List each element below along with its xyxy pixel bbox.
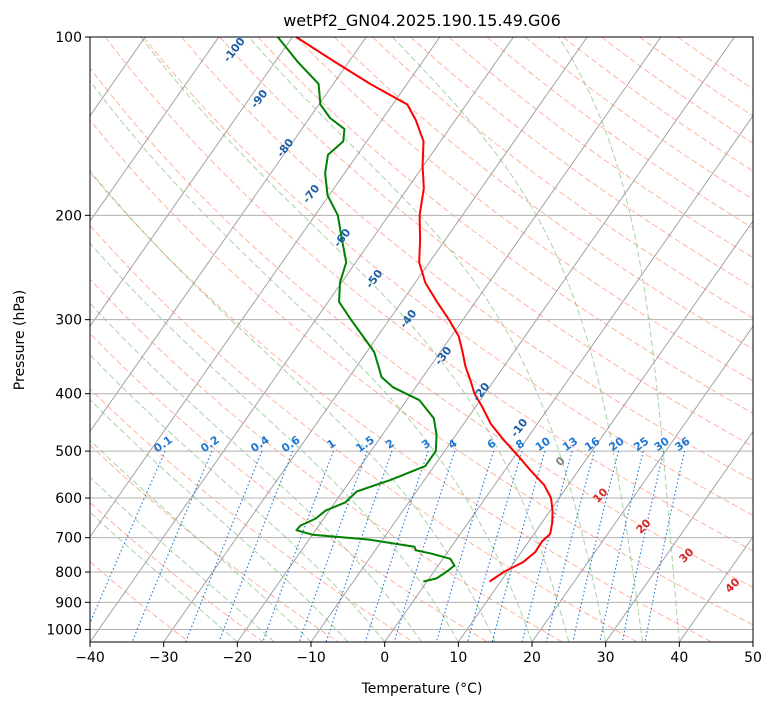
dry-adiabat-line: [90, 388, 414, 642]
pressure-gridlines: [90, 37, 753, 630]
chart-title: wetPf2_GN04.2025.190.15.49.G06: [283, 11, 561, 31]
isotherm-line: [531, 325, 753, 642]
x-tick-label: 40: [670, 650, 688, 666]
x-tick-label: 10: [449, 650, 467, 666]
mixing-ratio-line: [364, 450, 429, 642]
moist-adiabat-line: [90, 302, 422, 642]
y-axis-label: Pressure (hPa): [12, 290, 28, 390]
y-tick-label: 100: [55, 30, 82, 46]
x-tick-label: 0: [380, 650, 389, 666]
y-tick-label: 300: [55, 313, 82, 329]
dry-adiabat-line: [562, 37, 753, 172]
x-tick-label: 30: [597, 650, 615, 666]
dry-adiabat-line: [90, 278, 563, 642]
mixing-ratio-line: [621, 450, 665, 642]
mixing-ratio-line: [644, 450, 686, 642]
y-tick-label: 1000: [46, 622, 82, 638]
mixing-ratio-line: [599, 450, 644, 642]
y-tick-label: 500: [55, 444, 82, 460]
dry-adiabat-line: [143, 37, 753, 516]
isotherm-line: [90, 37, 514, 642]
dry-adiabat-line: [486, 37, 753, 229]
isotherm-line: [163, 37, 588, 642]
dry-adiabat-line: [257, 37, 753, 414]
moist-adiabat-line: [90, 170, 496, 642]
dry-adiabat-line: [90, 501, 264, 642]
moist-adiabat-line: [90, 439, 312, 642]
isotherm-line: [90, 37, 441, 538]
dry-adiabat-line: [295, 37, 753, 382]
mixing-ratio-line: [545, 450, 595, 642]
dry-adiabat-line: [410, 37, 753, 289]
dry-adiabat-line: [219, 37, 753, 448]
isotherm-line: [605, 430, 753, 642]
dry-adiabat-line: [333, 37, 753, 350]
mixing-ratio-line: [131, 450, 213, 642]
mixing-ratio-line: [521, 450, 573, 642]
y-tick-label: 400: [55, 387, 82, 403]
x-tick-label: 50: [744, 650, 762, 666]
dry-adiabat-line: [601, 37, 753, 144]
y-tick-label: 800: [55, 565, 82, 581]
moist-adiabat-line: [248, 37, 607, 642]
isotherm-line: [457, 220, 753, 642]
y-tick-label: 900: [55, 595, 82, 611]
plot-frame: [89, 36, 754, 643]
moist-adiabat-line: [140, 37, 570, 642]
isotherm-line: [90, 37, 220, 222]
mixing-ratio-line: [393, 450, 456, 642]
dry-adiabat-line: [90, 171, 712, 642]
dry-adiabat-line: [372, 37, 753, 319]
isotherm-line: [90, 37, 293, 328]
moist-adiabats: [90, 37, 680, 642]
x-tick-label: −20: [223, 650, 253, 666]
mixing-ratio-line: [466, 450, 523, 642]
dry-adiabat-line: [90, 67, 753, 588]
x-axis-label: Temperature (°C): [361, 681, 483, 697]
dry-adiabats: [90, 37, 753, 642]
sounding-series: [276, 37, 554, 583]
isotherm-line: [90, 37, 367, 433]
y-tick-label: 700: [55, 531, 82, 547]
mixing-ratio-line: [572, 450, 620, 642]
x-tick-label: 20: [523, 650, 541, 666]
dry-adiabat-line: [181, 37, 753, 482]
isotherm-line: [678, 535, 753, 642]
y-tick-label: 600: [55, 491, 82, 507]
moist-adiabat-line: [90, 80, 533, 642]
isotherm-line: [384, 115, 753, 642]
isotherm-line: [236, 37, 662, 642]
dry-adiabat-line: [104, 37, 753, 552]
y-axis-ticks: 100 200 300 400 500 600 700 800 900 1000: [46, 30, 90, 638]
x-tick-label: −40: [75, 650, 105, 666]
x-tick-label: −30: [149, 650, 179, 666]
mixing-ratio-line: [325, 450, 393, 642]
dewpoint-profile-line: [276, 37, 456, 583]
x-tick-label: −10: [296, 650, 326, 666]
dry-adiabat-line: [90, 332, 488, 642]
moist-adiabat-line: [392, 37, 643, 642]
dry-adiabat-line: [524, 37, 753, 200]
mixing-ratio-line: [298, 450, 368, 642]
moist-adiabat-line: [90, 242, 459, 642]
y-tick-label: 200: [55, 208, 82, 224]
moist-adiabat-line: [90, 354, 386, 642]
mixing-ratio-line: [90, 450, 166, 625]
moist-adiabat-line: [90, 399, 349, 642]
mixing-ratio-lines: [90, 450, 686, 642]
x-axis-ticks: −40 −30 −20 −10 0 10 20 30 40 50: [75, 642, 762, 666]
dry-adiabat-line: [90, 119, 753, 626]
moist-adiabat-line: [90, 511, 238, 642]
temperature-profile-line: [295, 37, 554, 583]
mixing-ratio-line: [491, 450, 546, 642]
mixing-ratio-line: [435, 450, 495, 642]
moist-adiabat-line: [558, 37, 680, 642]
